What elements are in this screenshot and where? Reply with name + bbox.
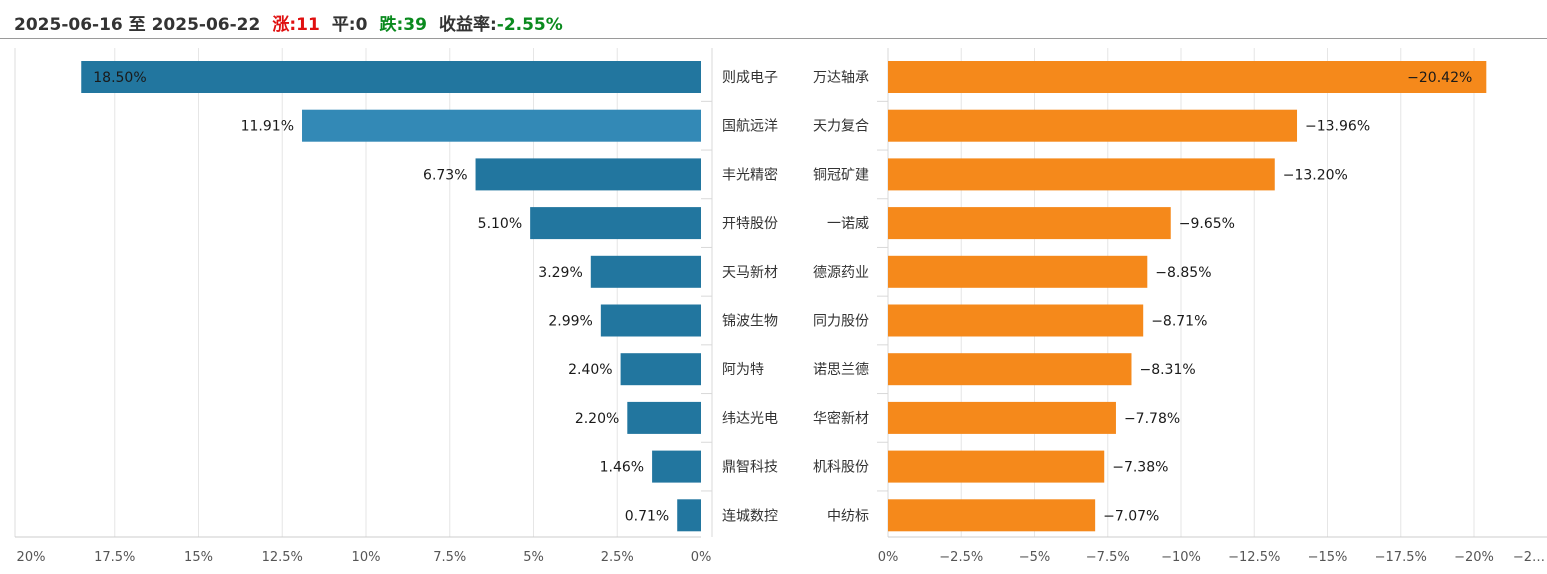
- category-label: 同力股份: [813, 314, 869, 330]
- x-tick-label: 2.5%: [601, 550, 634, 565]
- flat-count: 0: [355, 15, 368, 35]
- bar: [530, 207, 701, 240]
- data-label: 0.71%: [625, 508, 669, 524]
- x-tick-label: −5%: [1019, 550, 1051, 565]
- up-count: 11: [296, 15, 320, 35]
- x-tick-label: 12.5%: [262, 550, 303, 565]
- category-label: 一诺威: [827, 216, 869, 232]
- gainers-chart: 18.50% 则成电子 11.91% 国航远洋 6.73% 丰光精密 5.10% 开特股份 3.…: [14, 48, 778, 565]
- losers-chart: −20.42% 万达轴承 −13.96% 天力复合 −13.20% 铜冠矿建 −9.65% 一…: [813, 48, 1547, 565]
- bar: [590, 255, 701, 288]
- data-label: −8.31%: [1139, 362, 1195, 378]
- data-label: −8.71%: [1151, 314, 1207, 330]
- category-label: 天力复合: [813, 118, 869, 135]
- x-tick-label: 0%: [878, 550, 899, 565]
- x-tick-label: −15%: [1308, 550, 1348, 565]
- x-tick-label: −12.5%: [1228, 550, 1280, 565]
- x-tick-label: 15%: [184, 550, 213, 565]
- x-tick-label: 5%: [523, 550, 544, 565]
- return-label: 收益率:: [438, 15, 497, 35]
- bar: [302, 109, 701, 142]
- bar: [600, 304, 701, 337]
- x-tick-label: 17.5%: [94, 550, 135, 565]
- bar: [888, 499, 1096, 532]
- data-label: −7.07%: [1103, 508, 1159, 524]
- summary-header: 2025-06-16 至 2025-06-22 涨:11 平:0 跌:39 收益率:-2…: [0, 0, 1547, 39]
- data-label: 2.40%: [568, 362, 612, 378]
- data-label: −9.65%: [1179, 216, 1235, 232]
- bar: [81, 61, 701, 93]
- flat-count-label: 平:: [331, 15, 356, 35]
- data-label: 2.20%: [575, 411, 619, 427]
- x-tick-label: −2…: [1513, 550, 1545, 565]
- data-label: 11.91%: [241, 119, 294, 135]
- x-tick-label: 10%: [352, 550, 381, 565]
- category-label: 华密新材: [813, 410, 869, 427]
- bar: [888, 401, 1116, 434]
- x-tick-label: −10%: [1161, 550, 1201, 565]
- data-label: −20.42%: [1407, 70, 1472, 86]
- category-label: 万达轴承: [813, 70, 869, 86]
- bar: [888, 353, 1132, 386]
- bar: [888, 158, 1275, 191]
- bar: [888, 255, 1148, 288]
- data-label: 1.46%: [600, 460, 644, 476]
- category-label: 连城数控: [722, 508, 778, 524]
- category-label: 机科股份: [813, 460, 869, 476]
- gainers-losers-chart: 18.50% 则成电子 11.91% 国航远洋 6.73% 丰光精密 5.10% 开特股份 3.…: [14, 48, 1547, 565]
- x-tick-label: −17.5%: [1375, 550, 1427, 565]
- bar: [888, 61, 1487, 93]
- category-label: 开特股份: [722, 216, 778, 232]
- category-label: 诺思兰德: [813, 362, 869, 378]
- bar: [652, 450, 701, 483]
- x-tick-label: −2.5%: [939, 550, 983, 565]
- summary-line: 2025-06-16 至 2025-06-22 涨:11 平:0 跌:39 收益率:-2…: [14, 10, 563, 35]
- down-count: 39: [403, 15, 427, 35]
- category-label: 则成电子: [722, 70, 778, 86]
- data-label: −7.38%: [1112, 460, 1168, 476]
- x-tick-label: −20%: [1454, 550, 1494, 565]
- bar: [888, 207, 1171, 240]
- data-label: 5.10%: [478, 216, 522, 232]
- category-label: 德源药业: [813, 265, 869, 281]
- data-label: 6.73%: [423, 167, 467, 183]
- return-value: -2.55%: [496, 15, 563, 35]
- down-count-label: 跌:: [379, 15, 404, 35]
- bar: [620, 353, 701, 386]
- bar: [627, 401, 701, 434]
- bar: [677, 499, 701, 532]
- data-label: 18.50%: [93, 70, 146, 86]
- category-label: 丰光精密: [722, 166, 778, 183]
- bar: [888, 109, 1298, 142]
- category-label: 鼎智科技: [722, 460, 778, 476]
- x-tick-label: −7.5%: [1086, 550, 1130, 565]
- data-label: 2.99%: [548, 314, 592, 330]
- data-label: −8.85%: [1155, 265, 1211, 281]
- up-count-label: 涨:: [272, 15, 297, 35]
- bar: [888, 304, 1144, 337]
- bar: [475, 158, 701, 191]
- category-label: 天马新材: [722, 265, 778, 281]
- category-label: 纬达光电: [722, 411, 778, 427]
- bar: [888, 450, 1105, 483]
- x-tick-label: 7.5%: [433, 550, 466, 565]
- data-label: −13.20%: [1283, 167, 1348, 183]
- category-label: 国航远洋: [722, 119, 778, 135]
- category-label: 锦波生物: [722, 313, 778, 330]
- date-range: 2025-06-16 至 2025-06-22: [14, 15, 261, 35]
- x-tick-label: 20%: [17, 550, 46, 565]
- category-label: 阿为特: [722, 362, 764, 378]
- data-label: 3.29%: [538, 265, 582, 281]
- x-tick-label: 0%: [691, 550, 712, 565]
- data-label: −13.96%: [1305, 119, 1370, 135]
- category-label: 中纺标: [827, 508, 869, 524]
- data-label: −7.78%: [1124, 411, 1180, 427]
- category-label: 铜冠矿建: [813, 167, 869, 183]
